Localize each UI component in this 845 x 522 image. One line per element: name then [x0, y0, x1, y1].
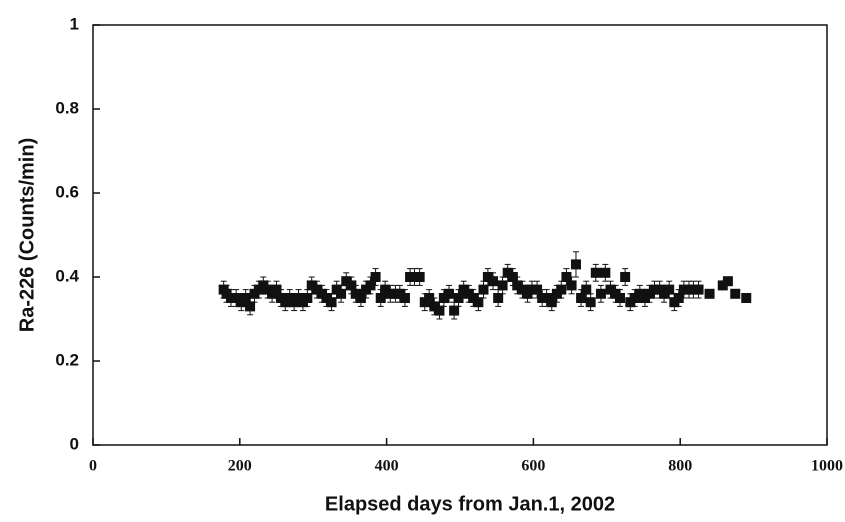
data-point — [717, 280, 728, 291]
data-point — [649, 284, 660, 295]
data-point — [704, 288, 715, 299]
data-point — [556, 284, 567, 295]
data-point — [502, 267, 513, 278]
data-point — [438, 293, 449, 303]
data-point — [532, 284, 543, 295]
data-point — [517, 284, 528, 295]
data-point — [355, 293, 366, 303]
data-point — [240, 293, 251, 303]
data-point — [350, 288, 361, 299]
data-point — [566, 280, 577, 291]
x-tick-label: 400 — [375, 458, 399, 475]
y-tick-label: 0.6 — [55, 182, 79, 201]
data-point — [493, 293, 504, 303]
data-point — [365, 280, 376, 291]
data-point — [620, 272, 631, 282]
data-point — [595, 288, 606, 299]
data-point — [526, 284, 537, 295]
data-point — [321, 293, 332, 303]
data-point — [370, 272, 381, 282]
data-point — [546, 297, 557, 308]
plot-frame — [92, 24, 828, 446]
x-tick-label: 200 — [228, 458, 252, 475]
y-tick-label: 1 — [70, 14, 79, 33]
x-tick-label: 1000 — [811, 458, 843, 475]
data-point — [664, 284, 675, 295]
data-point — [512, 280, 523, 291]
x-tick-label: 600 — [521, 458, 545, 475]
data-point — [659, 288, 670, 299]
data-point — [409, 272, 420, 282]
data-point — [741, 293, 752, 303]
data-point — [326, 297, 337, 308]
data-point — [385, 288, 396, 299]
x-tick-label: 0 — [89, 458, 97, 475]
data-point — [615, 293, 626, 303]
y-tick-label: 0.8 — [55, 98, 79, 117]
data-point — [488, 276, 499, 287]
data-point — [507, 272, 518, 282]
data-point — [311, 284, 322, 295]
data-point — [434, 305, 445, 316]
data-point — [629, 293, 640, 303]
data-point — [346, 280, 357, 291]
data-point — [271, 284, 282, 295]
data-point — [394, 288, 405, 299]
data-point — [541, 293, 552, 303]
data-point — [336, 288, 347, 299]
data-point — [590, 267, 601, 278]
x-tick-label: 800 — [668, 458, 692, 475]
data-point — [225, 293, 236, 303]
data-point — [585, 297, 596, 308]
data-point — [380, 284, 391, 295]
data-point — [678, 284, 689, 295]
data-point — [473, 297, 484, 308]
data-point — [722, 276, 733, 287]
y-axis-label: Ra-226 (Counts/min) — [16, 138, 38, 332]
data-point — [644, 288, 655, 299]
data-point — [414, 272, 425, 282]
data-point — [302, 293, 313, 303]
data-point — [231, 293, 242, 303]
data-point — [581, 284, 592, 295]
data-point — [688, 284, 699, 295]
data-point — [634, 288, 645, 299]
data-point — [497, 280, 508, 291]
data-point — [600, 267, 611, 278]
data-point — [730, 288, 741, 299]
data-point — [245, 301, 256, 312]
data-point — [375, 293, 386, 303]
x-axis-label: Elapsed days from Jan.1, 2002 — [325, 493, 615, 515]
data-point — [458, 284, 469, 295]
y-tick-label: 0 — [70, 434, 79, 453]
y-tick-label: 0.2 — [55, 350, 79, 369]
data-point — [693, 284, 704, 295]
data-point — [453, 293, 464, 303]
data-point — [429, 301, 440, 312]
data-point — [399, 293, 410, 303]
data-point — [468, 293, 479, 303]
data-point — [443, 288, 454, 299]
data-point — [306, 280, 317, 291]
data-point — [605, 284, 616, 295]
data-point — [478, 284, 489, 295]
data-point — [570, 259, 581, 270]
data-point — [576, 293, 587, 303]
y-tick-label: 0.4 — [55, 266, 79, 285]
data-point — [449, 305, 460, 316]
data-point — [424, 293, 435, 303]
data-point — [482, 272, 493, 282]
data-point — [673, 293, 684, 303]
data-point — [561, 272, 572, 282]
data-point — [341, 276, 352, 287]
